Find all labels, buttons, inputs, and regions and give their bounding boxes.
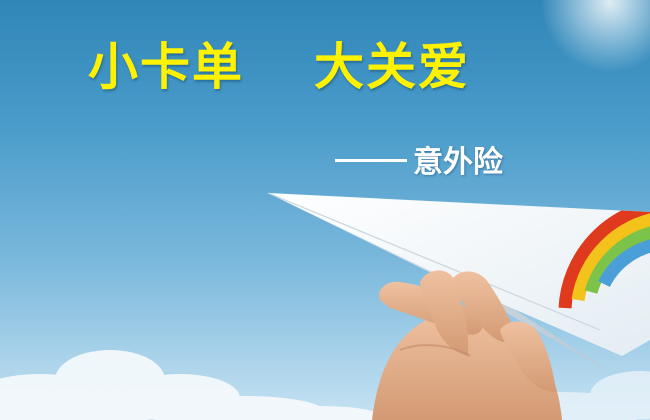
hands-image: [372, 270, 562, 420]
headline: 小卡单 大关爱: [88, 42, 470, 92]
clouds: [0, 350, 380, 420]
headline-part-1: 小卡单: [88, 38, 244, 96]
em-dash-line: [335, 159, 407, 162]
sun-glow: [540, 0, 650, 72]
subtitle: 意外险: [335, 148, 503, 178]
subtitle-text: 意外险: [413, 145, 503, 180]
headline-part-2: 大关爱: [314, 38, 470, 96]
